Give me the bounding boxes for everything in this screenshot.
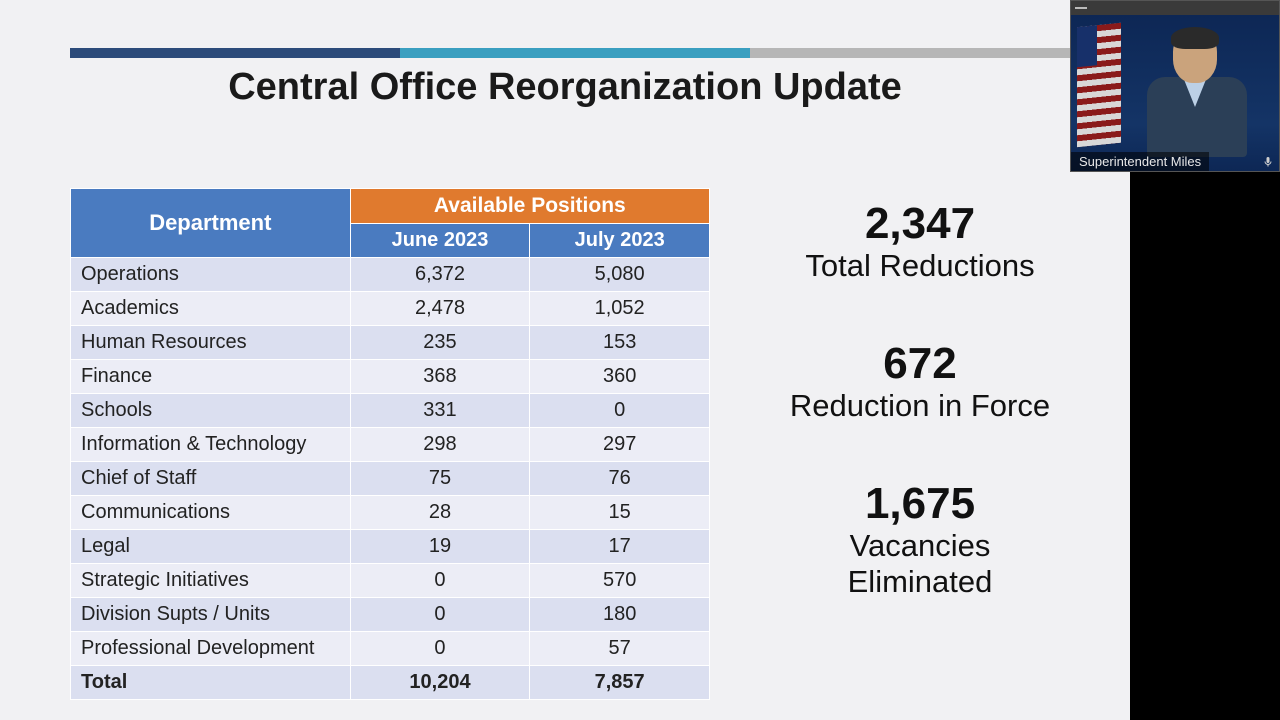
june-cell: 28 — [350, 496, 530, 530]
table-row: Legal1917 — [71, 530, 710, 564]
stat-block: 672Reduction in Force — [740, 340, 1100, 424]
thumbnail-video-area: Superintendent Miles — [1071, 15, 1279, 171]
june-cell: 0 — [350, 564, 530, 598]
table-header-july: July 2023 — [530, 224, 710, 258]
june-cell: 331 — [350, 394, 530, 428]
table-body: Operations6,3725,080Academics2,4781,052H… — [71, 258, 710, 700]
dept-cell: Operations — [71, 258, 351, 292]
positions-table: Department Available Positions June 2023… — [70, 188, 710, 700]
july-cell: 57 — [530, 632, 710, 666]
june-cell: 368 — [350, 360, 530, 394]
slide-title: Central Office Reorganization Update — [0, 66, 1130, 109]
topbar-segment-2 — [400, 48, 750, 58]
table-header-department: Department — [71, 189, 351, 258]
dept-cell: Chief of Staff — [71, 462, 351, 496]
table-header-available: Available Positions — [350, 189, 709, 224]
video-thumbnail[interactable]: Superintendent Miles — [1070, 0, 1280, 172]
table-row: Schools3310 — [71, 394, 710, 428]
table-row: Strategic Initiatives0570 — [71, 564, 710, 598]
june-cell: 0 — [350, 632, 530, 666]
topbar-segment-1 — [70, 48, 400, 58]
june-cell: 75 — [350, 462, 530, 496]
table-row: Professional Development057 — [71, 632, 710, 666]
june-cell: 6,372 — [350, 258, 530, 292]
stat-label: Total Reductions — [740, 248, 1100, 284]
july-cell: 15 — [530, 496, 710, 530]
table-row: Human Resources235153 — [71, 326, 710, 360]
dept-cell: Professional Development — [71, 632, 351, 666]
july-cell: 76 — [530, 462, 710, 496]
stat-number: 2,347 — [740, 200, 1100, 248]
dept-cell: Legal — [71, 530, 351, 564]
july-cell: 570 — [530, 564, 710, 598]
table-row: Operations6,3725,080 — [71, 258, 710, 292]
table-row: Academics2,4781,052 — [71, 292, 710, 326]
participant-name-label: Superintendent Miles — [1071, 152, 1209, 171]
dept-cell: Strategic Initiatives — [71, 564, 351, 598]
dept-cell: Schools — [71, 394, 351, 428]
stat-label: VacanciesEliminated — [740, 528, 1100, 599]
dept-cell: Academics — [71, 292, 351, 326]
stat-number: 672 — [740, 340, 1100, 388]
july-cell: 17 — [530, 530, 710, 564]
table-row-total: Total10,2047,857 — [71, 666, 710, 700]
july-cell: 1,052 — [530, 292, 710, 326]
july-cell: 297 — [530, 428, 710, 462]
dept-cell: Finance — [71, 360, 351, 394]
stat-block: 1,675VacanciesEliminated — [740, 480, 1100, 600]
mute-icon[interactable] — [1261, 156, 1275, 168]
table-row: Division Supts / Units0180 — [71, 598, 710, 632]
thumbnail-titlebar[interactable] — [1071, 1, 1279, 15]
table-row: Information & Technology298297 — [71, 428, 710, 462]
july-cell: 153 — [530, 326, 710, 360]
presentation-slide: Central Office Reorganization Update Dep… — [0, 0, 1130, 720]
table-header-june: June 2023 — [350, 224, 530, 258]
minimize-icon[interactable] — [1075, 7, 1087, 9]
dept-cell: Communications — [71, 496, 351, 530]
stat-block: 2,347Total Reductions — [740, 200, 1100, 284]
table-row: Chief of Staff7576 — [71, 462, 710, 496]
june-cell: 10,204 — [350, 666, 530, 700]
dept-cell: Total — [71, 666, 351, 700]
table-row: Finance368360 — [71, 360, 710, 394]
speaker-figure — [1141, 27, 1251, 147]
video-void — [1130, 172, 1280, 720]
july-cell: 5,080 — [530, 258, 710, 292]
july-cell: 360 — [530, 360, 710, 394]
slide-top-bar — [70, 48, 1130, 58]
june-cell: 0 — [350, 598, 530, 632]
june-cell: 235 — [350, 326, 530, 360]
june-cell: 19 — [350, 530, 530, 564]
table-row: Communications2815 — [71, 496, 710, 530]
july-cell: 180 — [530, 598, 710, 632]
dept-cell: Human Resources — [71, 326, 351, 360]
july-cell: 0 — [530, 394, 710, 428]
june-cell: 298 — [350, 428, 530, 462]
stat-label: Reduction in Force — [740, 388, 1100, 424]
dept-cell: Information & Technology — [71, 428, 351, 462]
july-cell: 7,857 — [530, 666, 710, 700]
june-cell: 2,478 — [350, 292, 530, 326]
flag-graphic — [1077, 23, 1121, 148]
dept-cell: Division Supts / Units — [71, 598, 351, 632]
summary-stats: 2,347Total Reductions 672Reduction in For… — [740, 200, 1100, 656]
stat-number: 1,675 — [740, 480, 1100, 528]
